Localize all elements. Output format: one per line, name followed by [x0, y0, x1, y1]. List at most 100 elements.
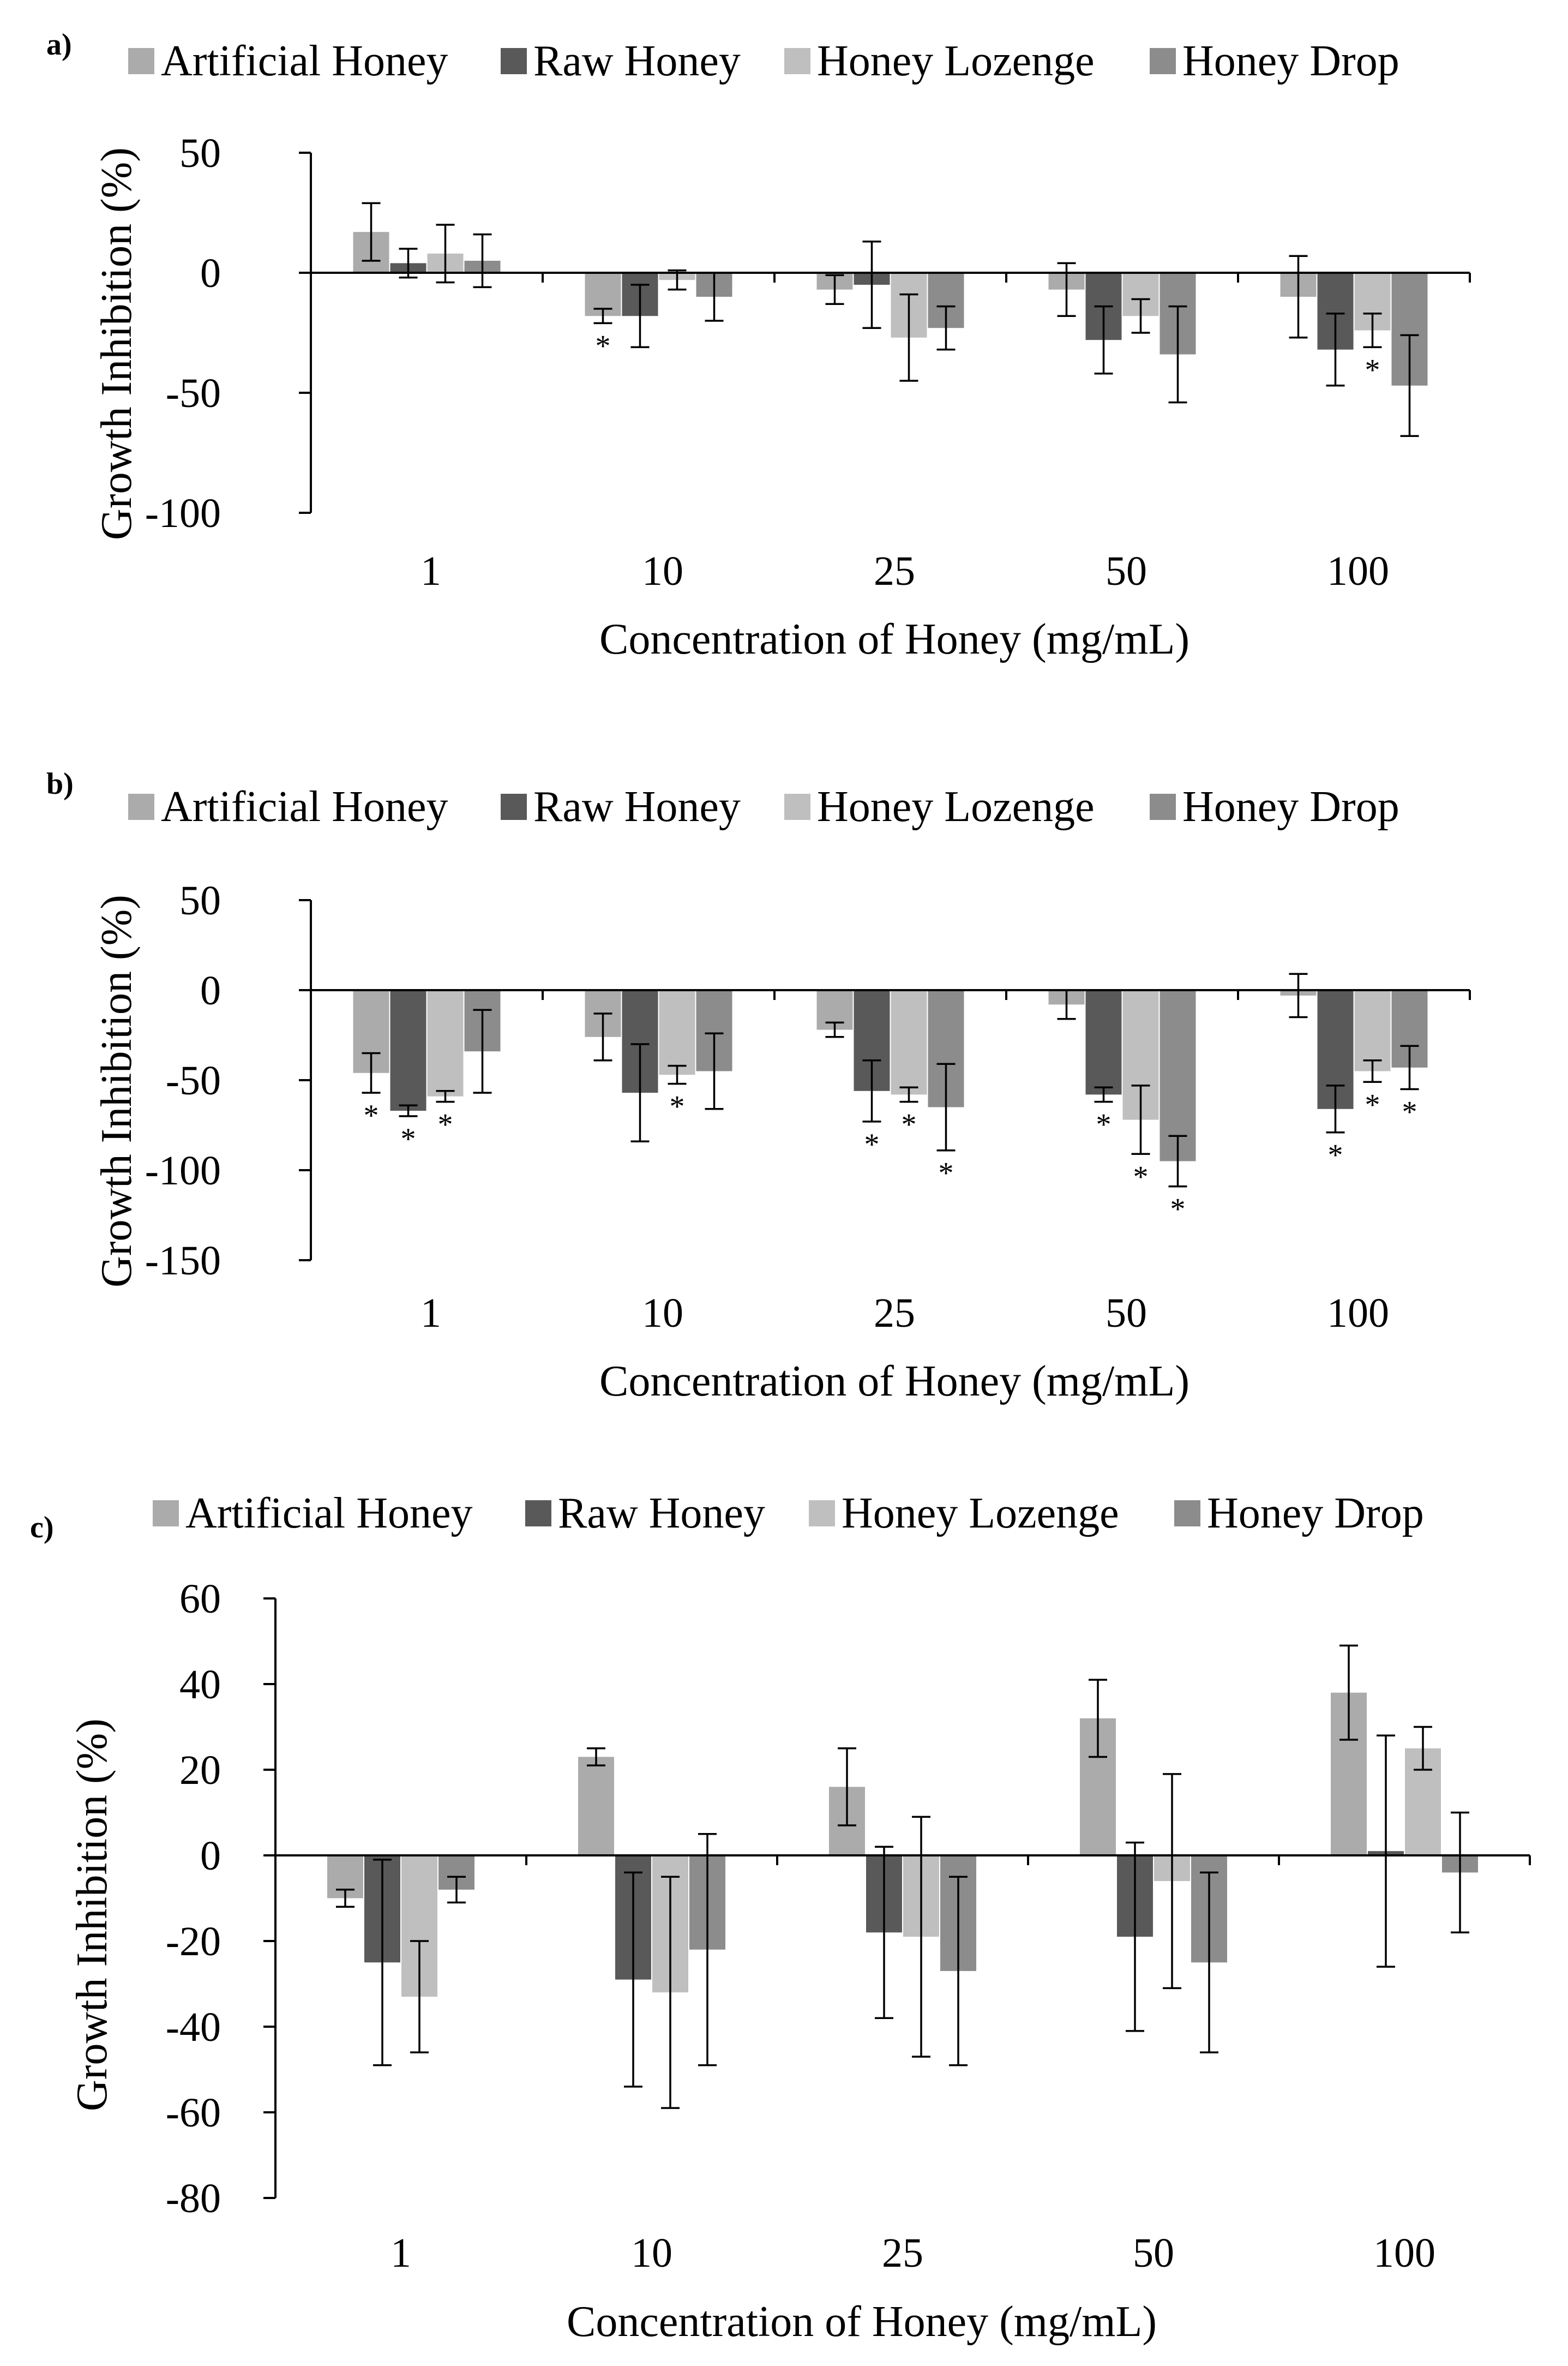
legend-swatch-raw-honey	[501, 48, 527, 74]
x-tick-label: 50	[1106, 548, 1147, 594]
legend-swatch-artificial-honey	[128, 48, 154, 74]
y-axis-title: Growth Inhibition (%)	[68, 1718, 116, 2111]
significance-marker: *	[401, 1122, 416, 1156]
legend-swatch-raw-honey	[525, 1500, 551, 1526]
panel-label: b)	[46, 767, 74, 801]
y-tick-label: -50	[166, 1058, 221, 1104]
bar-honey-lozenge	[659, 990, 695, 1075]
legend-label-honey-lozenge: Honey Lozenge	[842, 1489, 1119, 1537]
significance-marker: *	[1096, 1108, 1112, 1142]
significance-marker: *	[902, 1108, 917, 1142]
x-axis-title: Concentration of Honey (mg/mL)	[599, 615, 1189, 663]
legend-label-raw-honey: Raw Honey	[558, 1489, 765, 1537]
legend-label-artificial-honey: Artificial Honey	[161, 783, 448, 831]
significance-marker: *	[1133, 1160, 1149, 1194]
x-tick-label: 100	[1327, 1290, 1389, 1336]
plot-marks: **** ***********	[263, 152, 1531, 2199]
legend-label-honey-drop: Honey Drop	[1207, 1489, 1424, 1537]
x-tick-label: 100	[1373, 2230, 1435, 2276]
panel-a: a) Artificial Honey Raw Honey Honey Loze…	[46, 28, 1399, 663]
x-tick-labels: 1 10 25 50 100	[391, 2230, 1435, 2276]
significance-marker: *	[1365, 1088, 1380, 1122]
significance-marker: *	[1328, 1139, 1343, 1172]
x-tick-label: 1	[391, 2230, 411, 2276]
bar-honey-lozenge	[427, 990, 464, 1097]
legend-label-honey-lozenge: Honey Lozenge	[817, 37, 1095, 85]
bar-honey-lozenge	[891, 990, 927, 1095]
x-tick-labels: 1 10 25 50 100	[420, 1290, 1389, 1336]
y-tick-label: -150	[145, 1238, 221, 1284]
significance-marker: *	[596, 329, 611, 363]
significance-marker: *	[438, 1108, 453, 1142]
significance-marker: *	[364, 1099, 379, 1133]
significance-marker: *	[670, 1090, 685, 1124]
y-tick-label: 60	[179, 1576, 221, 1622]
y-tick-labels: 50 0 -50 -100	[145, 130, 221, 536]
x-tick-label: 1	[420, 548, 441, 594]
legend-swatch-honey-drop	[1150, 48, 1176, 74]
legend-label-raw-honey: Raw Honey	[533, 37, 741, 85]
legend-label-raw-honey: Raw Honey	[533, 783, 741, 831]
y-tick-label: -20	[166, 1919, 221, 1964]
y-tick-label: 20	[179, 1747, 221, 1793]
significance-marker: *	[1170, 1193, 1186, 1226]
panel-label: a)	[46, 28, 72, 62]
significance-marker: *	[1402, 1095, 1417, 1129]
x-axis-title: Concentration of Honey (mg/mL)	[567, 2298, 1157, 2346]
significance-marker: *	[939, 1157, 954, 1190]
legend-label-honey-drop: Honey Drop	[1182, 37, 1399, 85]
y-tick-label: 0	[200, 968, 221, 1014]
legend-label-artificial-honey: Artificial Honey	[161, 37, 448, 85]
x-tick-labels: 1 10 25 50 100	[420, 548, 1389, 594]
y-tick-label: 50	[179, 878, 221, 924]
bar-artificial-honey	[578, 1757, 614, 1855]
legend-swatch-honey-lozenge	[784, 794, 810, 820]
legend-label-honey-drop: Honey Drop	[1182, 783, 1399, 831]
y-tick-label: -60	[166, 2090, 221, 2136]
bar-honey-drop	[1160, 990, 1196, 1161]
legend-swatch-raw-honey	[501, 794, 527, 820]
x-tick-label: 25	[882, 2230, 923, 2276]
y-tick-label: 40	[179, 1662, 221, 1708]
significance-marker: *	[864, 1128, 880, 1161]
legend-swatch-honey-lozenge	[784, 48, 810, 74]
bar-honey-lozenge	[1354, 990, 1391, 1071]
bar-raw-honey	[390, 990, 426, 1111]
legend: Artificial Honey Raw Honey Honey Lozenge…	[128, 37, 1399, 85]
significance-marker: *	[1365, 353, 1380, 387]
legend-label-honey-lozenge: Honey Lozenge	[817, 783, 1095, 831]
y-tick-labels: 50 0 -50 -100 -150	[145, 878, 221, 1284]
x-tick-label: 50	[1106, 1290, 1147, 1336]
panel-label: c)	[30, 1511, 54, 1544]
x-tick-label: 10	[642, 1290, 683, 1336]
y-tick-label: 0	[200, 1833, 221, 1879]
legend-label-artificial-honey: Artificial Honey	[185, 1489, 472, 1537]
y-axis-title: Growth Inhibition (%)	[93, 895, 141, 1287]
panel-c: c) Artificial Honey Raw Honey Honey Loze…	[30, 1489, 1435, 2346]
y-tick-label: -50	[166, 370, 221, 416]
legend: Artificial Honey Raw Honey Honey Lozenge…	[128, 783, 1399, 831]
legend-swatch-honey-lozenge	[809, 1500, 835, 1526]
y-axis-title: Growth Inhibition (%)	[93, 147, 141, 540]
x-tick-label: 10	[642, 548, 683, 594]
legend-swatch-artificial-honey	[128, 794, 154, 820]
panel-b: b) Artificial Honey Raw Honey Honey Loze…	[46, 767, 1399, 1405]
x-tick-label: 1	[420, 1290, 441, 1336]
bar-raw-honey	[1085, 990, 1122, 1095]
plot-area-0: **	[299, 152, 1471, 514]
x-axis-title: Concentration of Honey (mg/mL)	[599, 1357, 1189, 1405]
legend: Artificial Honey Raw Honey Honey Lozenge…	[153, 1489, 1424, 1537]
y-tick-label: 50	[179, 130, 221, 176]
x-tick-label: 25	[874, 548, 915, 594]
legend-swatch-honey-drop	[1174, 1500, 1200, 1526]
y-tick-label: -100	[145, 490, 221, 536]
y-tick-label: -40	[166, 2004, 221, 2050]
y-tick-label: 0	[200, 250, 221, 296]
legend-swatch-honey-drop	[1150, 794, 1176, 820]
y-tick-label: -100	[145, 1148, 221, 1194]
plot-area-2	[263, 1597, 1531, 2199]
x-tick-label: 25	[874, 1290, 915, 1336]
y-tick-labels: 60 40 20 0 -20 -40 -60 -80	[166, 1576, 221, 2221]
x-tick-label: 10	[631, 2230, 672, 2276]
